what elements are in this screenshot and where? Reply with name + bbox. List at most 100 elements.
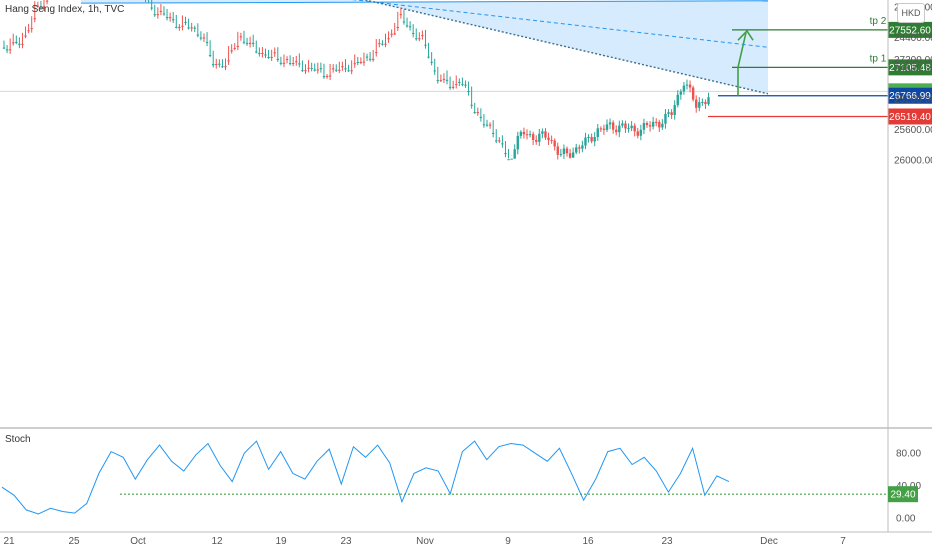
candle-body: [215, 64, 218, 66]
level-label-box-3: [888, 87, 932, 104]
stoch-pane: [1, 440, 888, 515]
candle-body: [596, 128, 599, 138]
candle-body: [316, 69, 320, 71]
candle-body: [464, 84, 467, 86]
candle-body: [442, 78, 446, 80]
candle-body: [498, 140, 501, 142]
candle-body: [685, 84, 689, 86]
candle-body: [359, 61, 363, 63]
candle-body: [168, 17, 172, 19]
candle-body: [267, 56, 270, 58]
candle-body: [491, 132, 495, 134]
candle-body: [639, 129, 643, 136]
candle-body: [439, 80, 443, 82]
time-tick-0: 21: [3, 536, 15, 547]
candle-body: [347, 70, 350, 72]
candle-body: [581, 145, 584, 149]
candle-body: [427, 56, 430, 58]
candle-body: [624, 123, 627, 129]
time-tick-9: 23: [661, 536, 673, 547]
candle-body: [559, 154, 563, 156]
candle-body: [353, 63, 356, 65]
candle-body: [208, 55, 212, 57]
candle-body: [584, 137, 587, 146]
level-name-1: tp 1: [870, 53, 887, 64]
level-label-box-0: [888, 21, 932, 38]
stoch-value-label: 29.40: [890, 490, 915, 501]
candle-body: [396, 27, 399, 29]
candle-body: [424, 44, 427, 46]
candle-body: [541, 131, 544, 134]
candle-body: [368, 58, 372, 60]
candle-body: [18, 43, 21, 45]
candle-body: [344, 68, 347, 70]
candle-body: [178, 26, 181, 28]
candle-body: [455, 84, 458, 86]
candle-body: [304, 70, 307, 72]
candle-body: [451, 86, 455, 88]
time-tick-4: 19: [275, 536, 287, 547]
time-tick-5: 23: [340, 536, 352, 547]
candle-body: [36, 5, 40, 7]
candle-body: [485, 124, 489, 126]
time-tick-10: Dec: [760, 536, 778, 547]
projection-arrow-head: [737, 29, 754, 41]
candle-body: [473, 112, 476, 114]
candle-body: [513, 149, 516, 159]
candle-body: [535, 139, 538, 142]
candle-body: [285, 59, 289, 61]
candle-body: [402, 21, 406, 23]
candle-body: [175, 26, 178, 28]
candle-body: [181, 25, 184, 27]
candle-body: [362, 61, 366, 63]
candle-body: [590, 136, 593, 142]
candle-body: [159, 11, 163, 13]
candle-body: [242, 41, 246, 43]
candle-body: [307, 67, 310, 69]
projection-arrow: [737, 32, 747, 96]
time-tick-3: 12: [211, 536, 223, 547]
candle-body: [172, 19, 175, 21]
candle-body: [319, 68, 323, 70]
candle-body: [45, 0, 49, 2]
candle-body: [553, 140, 556, 147]
candle-body: [507, 159, 510, 161]
candle-body: [568, 153, 572, 158]
candle-body: [282, 62, 286, 64]
time-tick-6: Nov: [416, 536, 434, 547]
candle-body: [205, 41, 209, 43]
candle-body: [325, 76, 329, 78]
candle-body: [199, 37, 203, 39]
stoch-title: Stoch: [5, 434, 31, 445]
time-tick-1: 25: [68, 536, 80, 547]
candle-body: [682, 85, 686, 92]
candle-body: [550, 139, 553, 141]
candle-body: [335, 69, 338, 71]
candle-body: [510, 158, 513, 160]
candle-body: [378, 43, 381, 45]
candle-body: [667, 112, 670, 114]
candle-body: [411, 33, 415, 35]
candle-body: [42, 6, 46, 8]
candle-body: [608, 122, 612, 125]
time-tick-8: 16: [582, 536, 594, 547]
level-label-4: 26519.40: [889, 112, 931, 123]
candle-body: [651, 121, 655, 127]
candle-body: [236, 45, 240, 47]
candle-body: [255, 51, 258, 53]
currency-button[interactable]: HKD: [897, 3, 925, 23]
candle-body: [565, 148, 569, 154]
candle-body: [691, 87, 695, 100]
candle-body: [153, 14, 156, 16]
candle-body: [261, 52, 264, 54]
candle-body: [239, 36, 243, 38]
candle-body: [578, 147, 581, 149]
candle-body: [251, 42, 255, 44]
candle-body: [670, 112, 673, 115]
stoch-tick-2: 0.00: [896, 514, 916, 525]
candle-body: [276, 58, 280, 60]
candle-body: [245, 42, 249, 44]
candle-body: [150, 7, 153, 9]
candle-body: [479, 116, 483, 118]
candle-body: [165, 17, 169, 19]
